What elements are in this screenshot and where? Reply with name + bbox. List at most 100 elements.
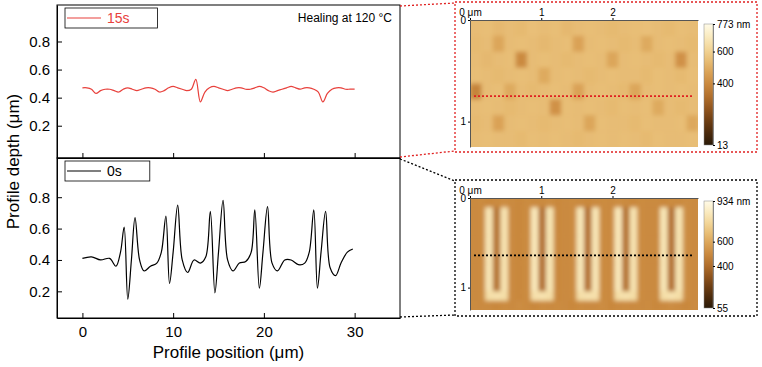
cell — [641, 68, 653, 84]
cell — [576, 301, 584, 310]
cell — [576, 245, 584, 255]
cell — [485, 273, 493, 283]
cell — [478, 291, 486, 301]
y-axis-tick-mark — [57, 229, 62, 230]
cell — [595, 68, 607, 84]
image-y-axis: 01 — [460, 193, 470, 311]
cell — [660, 217, 668, 227]
cell — [493, 217, 501, 227]
cell — [664, 131, 676, 147]
cell — [504, 131, 516, 147]
cell — [592, 301, 600, 310]
cell — [584, 301, 592, 310]
cell — [664, 84, 676, 100]
legend-frame — [65, 161, 150, 181]
cell — [607, 217, 615, 227]
cell — [516, 301, 524, 310]
cell — [652, 217, 660, 227]
x-axis-tick: 20 — [256, 313, 273, 340]
cell — [637, 226, 645, 236]
cell — [592, 226, 600, 236]
cell — [504, 52, 516, 68]
cell — [675, 282, 683, 292]
cell — [485, 207, 493, 217]
cell — [569, 217, 577, 227]
cell — [550, 115, 562, 131]
cell — [523, 217, 531, 227]
cell — [485, 263, 493, 273]
cell — [630, 99, 642, 115]
cell — [470, 263, 478, 273]
cell — [554, 263, 562, 273]
cell — [576, 235, 584, 245]
cell — [538, 131, 550, 147]
x-axis-tick-mark — [173, 313, 174, 318]
cell — [645, 235, 653, 245]
cell — [595, 131, 607, 147]
cell — [546, 263, 554, 273]
cell — [504, 115, 516, 131]
y-axis-tick-mark — [57, 197, 62, 198]
cell — [637, 235, 645, 245]
cell — [550, 84, 562, 100]
cell — [607, 198, 615, 208]
cell — [592, 282, 600, 292]
y-axis-tick-label: 0.6 — [29, 220, 50, 237]
cell — [569, 291, 577, 301]
image-ground — [470, 198, 698, 310]
cell — [618, 131, 630, 147]
cell — [493, 52, 505, 68]
cell — [485, 198, 493, 208]
cells — [470, 198, 698, 310]
cell — [561, 235, 569, 245]
cell — [478, 282, 486, 292]
cell — [573, 68, 585, 84]
cell — [652, 273, 660, 283]
cell — [630, 84, 642, 100]
cell — [561, 115, 573, 131]
cell — [508, 207, 516, 217]
cell — [675, 207, 683, 217]
cell — [607, 52, 619, 68]
cell — [504, 99, 516, 115]
cell — [538, 217, 546, 227]
cell — [584, 235, 592, 245]
x-axis-tick-label: 10 — [165, 323, 182, 340]
cell — [637, 263, 645, 273]
cell — [493, 115, 505, 131]
cell — [516, 68, 528, 84]
color-axis-tick-label: 400 — [717, 261, 734, 272]
cell — [592, 245, 600, 255]
cell — [576, 226, 584, 236]
cell — [531, 198, 539, 208]
cell — [645, 273, 653, 283]
cell — [607, 84, 619, 100]
image-y-axis-tick-mark — [468, 198, 470, 199]
cell — [538, 198, 546, 208]
cell — [508, 282, 516, 292]
cell — [622, 235, 630, 245]
cell — [641, 20, 653, 36]
cell — [584, 131, 596, 147]
cell — [573, 99, 585, 115]
cell — [607, 301, 615, 310]
legend-swatch — [67, 170, 101, 171]
color-axis-tick: 600 — [713, 236, 734, 247]
cell — [630, 226, 638, 236]
cell — [675, 36, 687, 52]
cell — [550, 131, 562, 147]
cell — [481, 36, 493, 52]
cell — [584, 115, 596, 131]
line — [82, 79, 354, 101]
cell — [607, 273, 615, 283]
cell — [500, 291, 508, 301]
cell — [538, 68, 550, 84]
cell — [675, 235, 683, 245]
cell — [652, 36, 664, 52]
cell — [470, 68, 482, 84]
cell — [641, 84, 653, 100]
x-axis-tick — [173, 153, 174, 158]
cell — [554, 207, 562, 217]
cell — [569, 282, 577, 292]
cell — [573, 115, 585, 131]
